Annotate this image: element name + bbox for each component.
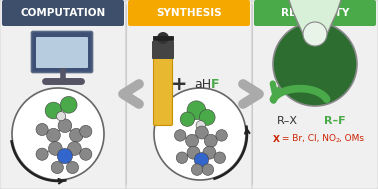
Circle shape <box>194 153 209 167</box>
FancyBboxPatch shape <box>152 41 174 59</box>
Text: REACTIVITY: REACTIVITY <box>281 8 349 18</box>
FancyBboxPatch shape <box>153 54 172 125</box>
Text: +: + <box>171 74 187 94</box>
Circle shape <box>204 134 217 147</box>
Text: R–X: R–X <box>276 116 297 126</box>
Text: COMPUTATION: COMPUTATION <box>20 8 105 18</box>
Text: 2: 2 <box>335 139 339 143</box>
Circle shape <box>214 152 226 163</box>
Circle shape <box>203 146 216 159</box>
Circle shape <box>51 161 64 174</box>
FancyBboxPatch shape <box>31 32 93 73</box>
Circle shape <box>58 119 72 132</box>
Text: X: X <box>273 135 280 143</box>
Circle shape <box>60 96 77 113</box>
Circle shape <box>36 123 48 136</box>
Circle shape <box>57 149 73 164</box>
Circle shape <box>176 152 188 163</box>
Circle shape <box>45 102 62 119</box>
Circle shape <box>12 88 104 180</box>
Circle shape <box>48 142 62 155</box>
Text: aH: aH <box>194 77 211 91</box>
Circle shape <box>187 101 206 120</box>
Circle shape <box>273 22 357 106</box>
Circle shape <box>68 142 81 155</box>
Circle shape <box>216 130 227 141</box>
Text: F: F <box>211 77 220 91</box>
Circle shape <box>187 146 200 159</box>
FancyBboxPatch shape <box>254 0 376 26</box>
FancyBboxPatch shape <box>128 0 250 26</box>
Circle shape <box>154 88 246 180</box>
Text: R–F: R–F <box>324 116 346 126</box>
FancyBboxPatch shape <box>36 37 88 68</box>
Circle shape <box>186 134 198 147</box>
Circle shape <box>174 130 186 141</box>
Circle shape <box>196 121 205 130</box>
Circle shape <box>191 164 203 175</box>
Circle shape <box>199 109 215 125</box>
Circle shape <box>202 164 214 175</box>
FancyBboxPatch shape <box>0 0 126 189</box>
Circle shape <box>80 148 92 160</box>
Text: , OMs: , OMs <box>339 135 364 143</box>
Circle shape <box>80 125 92 137</box>
FancyBboxPatch shape <box>126 0 252 189</box>
Circle shape <box>70 128 83 142</box>
Circle shape <box>157 32 169 44</box>
Circle shape <box>57 112 66 121</box>
Circle shape <box>303 22 327 46</box>
Polygon shape <box>287 0 343 34</box>
FancyBboxPatch shape <box>2 0 124 26</box>
Text: SYNTHESIS: SYNTHESIS <box>156 8 222 18</box>
Circle shape <box>195 126 208 139</box>
Circle shape <box>36 148 48 160</box>
FancyBboxPatch shape <box>252 0 378 189</box>
Circle shape <box>46 128 60 142</box>
Circle shape <box>180 112 195 126</box>
Circle shape <box>67 161 79 174</box>
Text: = Br, Cl, NO: = Br, Cl, NO <box>279 135 336 143</box>
